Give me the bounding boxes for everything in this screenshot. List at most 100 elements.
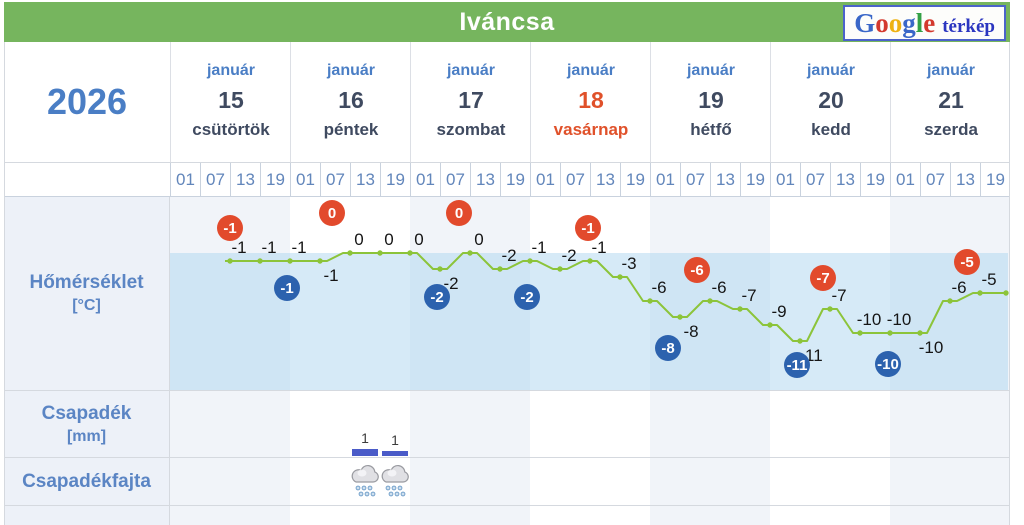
day-header-cell-21[interactable]: január 21 szerda: [890, 42, 1011, 162]
day-header-cell-18[interactable]: január 18 vasárnap: [530, 42, 651, 162]
daily-min-badge: [655, 335, 681, 361]
day-band: [530, 506, 650, 525]
temperature-point: [407, 250, 413, 256]
day-band: [530, 391, 650, 457]
daily-min-badge-value: -2: [430, 289, 443, 306]
daily-max-badge-value: 0: [328, 205, 336, 222]
precipitation-bar: [352, 449, 378, 456]
hour-cell: 19: [740, 163, 770, 196]
temperature-value-label: -9: [771, 302, 786, 321]
temperature-point: [647, 298, 653, 304]
weekday-label: péntek: [323, 120, 379, 139]
temperature-row: Hőmérséklet [°C] -1 -1 -1 -1 0 0 0 -2 0 -2 -1 -2 -1-…: [4, 197, 1010, 391]
year-label: 2026: [46, 81, 128, 122]
month-label: január: [806, 62, 855, 79]
temperature-value-label: 0: [384, 230, 393, 249]
hour-cell: 19: [980, 163, 1010, 196]
day-band: [170, 458, 290, 505]
day-header-cell-15[interactable]: január 15 csütörtök: [170, 42, 291, 162]
day-number: 21: [938, 87, 964, 113]
hour-cell: 19: [380, 163, 410, 196]
daily-max-badge: [446, 200, 472, 226]
temperature-value-label: -2: [561, 246, 576, 265]
precipitation-type-row-label: Csapadékfajta: [4, 458, 170, 505]
google-terkep-logo[interactable]: Google térkép: [843, 5, 1006, 41]
hour-cell: 13: [950, 163, 980, 196]
temperature-value-label: -10: [857, 310, 882, 329]
temperature-row-label: Hőmérséklet [°C]: [4, 197, 170, 390]
day-number: 16: [338, 87, 364, 113]
temperature-point: [377, 250, 383, 256]
daily-min-badge: [875, 351, 901, 377]
google-logo-text: Google: [854, 8, 935, 38]
temperature-point: [497, 266, 503, 272]
daily-min-badge-value: -2: [520, 289, 533, 306]
temperature-point: [287, 258, 293, 264]
google-logo-letter: G: [854, 8, 876, 38]
precipitation-bar: [382, 451, 408, 456]
daily-max-badge: [217, 215, 243, 241]
day-band: [770, 506, 890, 525]
daily-max-badge-value: -5: [960, 254, 973, 271]
hour-cell: 01: [650, 163, 680, 196]
day-band: [770, 391, 890, 457]
precipitation-row-label: Csapadék [mm]: [4, 391, 170, 457]
month-label: január: [446, 62, 495, 79]
day-header-cell-19[interactable]: január 19 hétfő: [650, 42, 771, 162]
temperature-value-label: -7: [831, 286, 846, 305]
temperature-point: [797, 338, 803, 344]
temperature-value-label: 0: [414, 230, 423, 249]
day-band: [410, 506, 530, 525]
rain-cloud-icon: [381, 464, 409, 497]
hour-cell: 13: [830, 163, 860, 196]
day-header-cell-17[interactable]: január 17 szombat: [410, 42, 531, 162]
day-band: [650, 391, 770, 457]
temperature-value-label: 0: [354, 230, 363, 249]
day-band: [890, 391, 1010, 457]
daily-max-badge-value: -7: [816, 270, 829, 287]
google-logo-letter: e: [923, 8, 936, 38]
daily-min-badge-value: -1: [280, 280, 293, 297]
daily-min-badge: [784, 352, 810, 378]
next-row-cells: [170, 506, 1010, 525]
temperature-value-label: -6: [651, 278, 666, 297]
daily-min-badge: [514, 284, 540, 310]
daily-max-badge: [810, 265, 836, 291]
day-band: [650, 506, 770, 525]
day-header-cell-16[interactable]: január 16 péntek: [290, 42, 411, 162]
hour-cell: 13: [230, 163, 260, 196]
header-bar: Iváncsa Google térkép: [4, 2, 1010, 42]
daily-max-badge-value: -1: [581, 220, 594, 237]
temperature-value-label: -10: [919, 338, 944, 357]
day-number: 19: [698, 87, 724, 113]
month-label: január: [566, 62, 615, 79]
hour-cell: 01: [770, 163, 800, 196]
temperature-point: [887, 330, 893, 336]
day-band: [410, 391, 530, 457]
precipitation-amount-label: 1: [361, 430, 369, 446]
month-label: január: [206, 62, 255, 79]
temperature-value-label: -1: [261, 238, 276, 257]
temperature-value-label: -10: [887, 310, 912, 329]
day-band: [650, 458, 770, 505]
temperature-value-label: -3: [621, 254, 636, 273]
temperature-point: [227, 258, 233, 264]
daily-max-badge-value: 0: [455, 205, 463, 222]
temperature-point: [527, 258, 533, 264]
weekday-label: szombat: [436, 120, 506, 139]
daily-min-badge: [424, 284, 450, 310]
hour-cell: 19: [860, 163, 890, 196]
weekday-label: hétfő: [690, 120, 732, 139]
hour-cell: 13: [590, 163, 620, 196]
day-header-cell-20[interactable]: január 20 kedd: [770, 42, 891, 162]
hour-cell: 19: [500, 163, 530, 196]
temperature-point: [1003, 290, 1009, 296]
temperature-value-label: -2: [501, 246, 516, 265]
daily-max-badge: [954, 249, 980, 275]
precipitation-type-cells: [170, 458, 1010, 505]
day-number: 17: [458, 87, 484, 113]
daily-max-badge-value: -1: [223, 220, 236, 237]
temperature-point: [827, 306, 833, 312]
day-band: [170, 391, 290, 457]
